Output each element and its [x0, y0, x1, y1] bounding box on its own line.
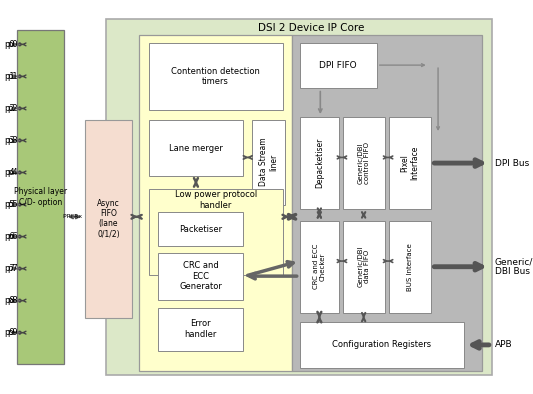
Text: p3: p3: [7, 136, 18, 145]
Text: Async
FIFO
(lane
0/1/2): Async FIFO (lane 0/1/2): [97, 199, 120, 239]
Text: p4: p4: [7, 168, 18, 177]
Text: p5: p5: [7, 200, 18, 209]
Text: Pixel
Interface: Pixel Interface: [400, 146, 419, 180]
Text: Generic/DBI
control FIFO: Generic/DBI control FIFO: [357, 142, 370, 184]
Text: CRC and ECC
Checker: CRC and ECC Checker: [313, 244, 326, 290]
Text: Generic/DBI
data FIFO: Generic/DBI data FIFO: [357, 246, 370, 288]
Text: CRC and
ECC
Generator: CRC and ECC Generator: [179, 261, 222, 291]
Bar: [389, 221, 431, 313]
Bar: [149, 188, 282, 275]
Text: PPI Rx: PPI Rx: [63, 214, 82, 219]
Text: p7: p7: [5, 264, 15, 273]
Text: p1: p1: [7, 72, 18, 81]
Text: p6: p6: [7, 232, 18, 241]
Bar: [300, 221, 339, 313]
Bar: [17, 30, 64, 364]
Text: Generic/
DBI Bus: Generic/ DBI Bus: [495, 257, 533, 277]
Text: Error
handler: Error handler: [184, 319, 217, 338]
Text: p5: p5: [5, 200, 15, 209]
Bar: [253, 120, 285, 204]
Text: Data Stream
liner: Data Stream liner: [259, 138, 278, 186]
Text: p8: p8: [5, 296, 15, 305]
Text: p8: p8: [7, 296, 18, 305]
Text: DPI FIFO: DPI FIFO: [319, 61, 357, 70]
Text: p7: p7: [7, 264, 18, 273]
Text: p3: p3: [5, 136, 15, 145]
Bar: [158, 253, 243, 300]
Text: p2: p2: [7, 104, 18, 113]
Text: p1: p1: [5, 72, 15, 81]
Text: p4: p4: [5, 168, 15, 177]
Bar: [300, 43, 377, 88]
Text: Configuration Registers: Configuration Registers: [332, 340, 431, 349]
Text: p2: p2: [5, 104, 15, 113]
Bar: [149, 43, 282, 110]
Bar: [300, 117, 339, 209]
Text: Physical layer
C/D- option: Physical layer C/D- option: [14, 187, 67, 207]
Text: p6: p6: [5, 232, 15, 241]
Bar: [158, 212, 243, 246]
Text: DPI Bus: DPI Bus: [495, 159, 529, 167]
Text: Contention detection
timers: Contention detection timers: [171, 67, 260, 86]
Bar: [106, 19, 492, 375]
Bar: [158, 308, 243, 351]
Bar: [343, 117, 385, 209]
Bar: [149, 120, 243, 176]
Bar: [343, 221, 385, 313]
Bar: [300, 322, 464, 368]
Text: p0: p0: [5, 40, 15, 49]
Text: Low power protocol
handler: Low power protocol handler: [175, 190, 257, 210]
Text: APB: APB: [495, 340, 512, 349]
Bar: [85, 120, 132, 318]
Text: Depacketiser: Depacketiser: [315, 138, 324, 188]
Bar: [140, 35, 292, 371]
Bar: [292, 35, 482, 371]
Text: p0: p0: [7, 40, 18, 49]
Text: Packetiser: Packetiser: [179, 225, 222, 234]
Text: p9: p9: [5, 328, 15, 337]
Bar: [389, 117, 431, 209]
Text: BUS Interface: BUS Interface: [407, 243, 413, 291]
Text: p9: p9: [7, 328, 18, 337]
Text: DSI 2 Device IP Core: DSI 2 Device IP Core: [257, 23, 364, 33]
Text: Lane merger: Lane merger: [169, 143, 223, 152]
